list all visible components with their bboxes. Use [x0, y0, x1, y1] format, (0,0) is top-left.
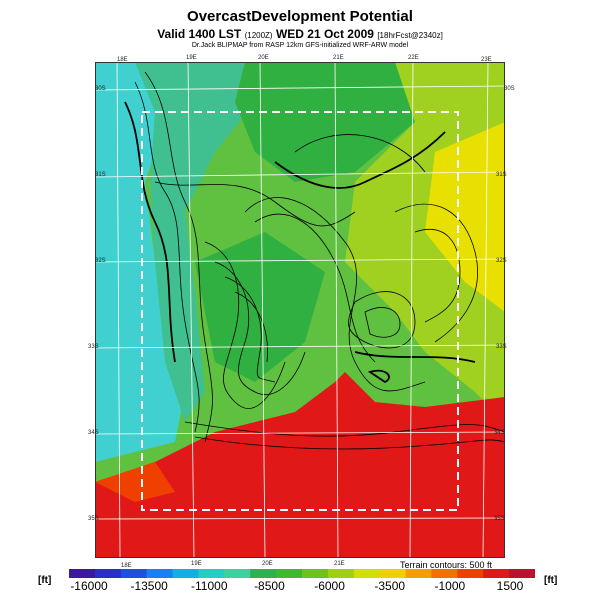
color-bar-segment — [172, 569, 200, 578]
color-bar-tick-label: -6000 — [314, 579, 345, 593]
lat-label-left: 30S — [95, 86, 106, 92]
model-credit: Dr.Jack BLIPMAP from RASP 12km GFS-initi… — [191, 42, 409, 49]
color-bar-tick-label: -3500 — [374, 579, 406, 593]
color-bar-segment — [94, 569, 122, 578]
color-bar-segment — [431, 569, 458, 578]
inner-domain-box — [141, 111, 459, 511]
field-red-south — [95, 372, 505, 558]
lat-label-right: 34S — [494, 430, 505, 436]
color-bar-segment — [457, 569, 484, 578]
lat-label-left: 35S — [88, 516, 99, 522]
valid-prefix: Valid 1400 LST — [157, 27, 242, 41]
field-green-central — [195, 232, 325, 382]
valid-date: WED 21 Oct 2009 — [275, 27, 374, 41]
lon-label-top: 19E — [186, 55, 197, 61]
lat-label-left: 32S — [95, 258, 106, 264]
map-frame — [95, 62, 505, 558]
lat-label-right: 31S — [496, 172, 507, 178]
color-bar-segment — [327, 569, 355, 578]
color-bar-segment — [250, 569, 277, 578]
lon-label-top: 20E — [258, 55, 269, 61]
chart-title: OvercastDevelopment Potential — [187, 8, 413, 25]
valid-suffix: [18hrFcst@2340z] — [377, 31, 443, 40]
color-bar-tick-label: -11000 — [191, 579, 228, 593]
legend-unit-left: [ft] — [38, 575, 52, 586]
lat-label-right: 30S — [504, 86, 515, 92]
lon-label-bottom: 20E — [262, 561, 273, 567]
lat-label-left: 34S — [88, 430, 99, 436]
field-orange-coast — [95, 462, 175, 502]
lat-label-right: 33S — [496, 344, 507, 350]
color-bar — [69, 569, 535, 578]
color-bar-tick-label: -16000 — [70, 579, 108, 593]
color-bar-segment — [224, 569, 251, 578]
lon-label-bottom: 19E — [191, 561, 202, 567]
color-bar-segment — [120, 569, 148, 578]
color-bar-tick-label: -13500 — [130, 579, 168, 593]
valid-time: Valid 1400 LST (1200Z) WED 21 Oct 2009 [… — [0, 27, 600, 41]
lon-label-bottom: 18E — [121, 563, 132, 569]
color-bar-segment — [405, 569, 433, 578]
lat-label-left: 33S — [88, 344, 99, 350]
color-bar-segment — [509, 569, 535, 578]
contour-note: Terrain contours: 500 ft — [400, 560, 493, 570]
lon-label-top: 22E — [408, 55, 419, 61]
color-bar-segment — [302, 569, 329, 578]
lon-label-top: 23E — [481, 57, 492, 63]
lat-label-right: 35S — [494, 516, 505, 522]
color-bar-segment — [69, 569, 96, 578]
lon-label-top: 18E — [117, 57, 128, 63]
terrain-contours — [134, 71, 505, 450]
color-bar-segment — [379, 569, 407, 578]
color-bar-segment — [483, 569, 510, 578]
lat-lon-grid — [95, 62, 505, 558]
legend-unit-right: [ft] — [544, 575, 558, 586]
color-bar-tick-label: 1500 — [496, 579, 524, 593]
field-yellow — [425, 122, 505, 312]
color-bar-segment — [198, 569, 225, 578]
color-bar-segment — [276, 569, 303, 578]
field-green-north — [235, 62, 415, 182]
lon-label-bottom: 21E — [334, 561, 345, 567]
terrain-contours-bold — [124, 101, 476, 384]
color-bar-tick-label: -1000 — [434, 579, 466, 593]
lat-label-left: 31S — [95, 172, 106, 178]
color-bar-segment — [146, 569, 174, 578]
color-bar-tick-label: -8500 — [254, 579, 285, 593]
lon-label-top: 21E — [333, 55, 344, 61]
color-bar-segment — [353, 569, 381, 578]
forecast-map — [95, 62, 505, 558]
valid-code: (1200Z) — [244, 31, 273, 40]
field-teal — [135, 62, 255, 422]
lat-label-right: 32S — [496, 258, 507, 264]
